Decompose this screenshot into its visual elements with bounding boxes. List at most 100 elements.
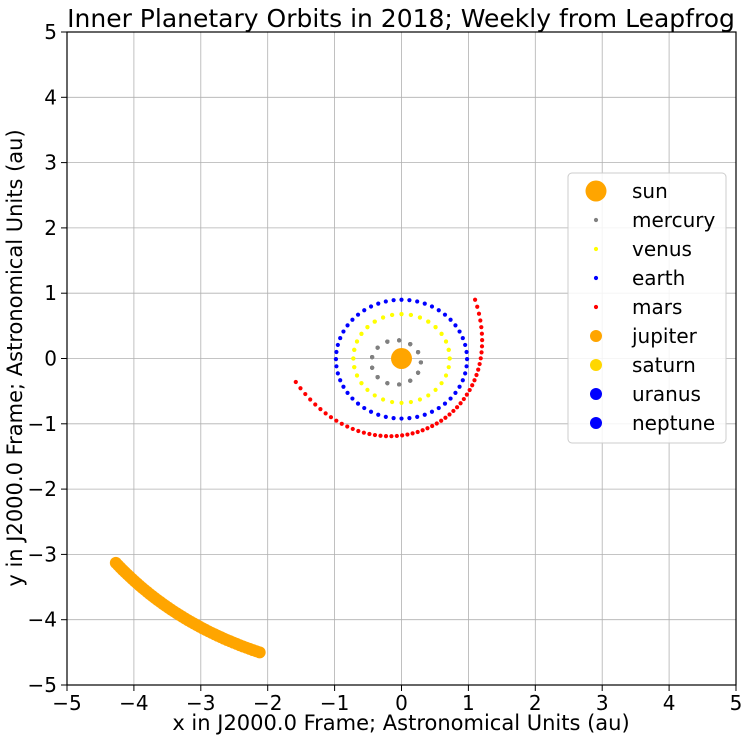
x-tick-label: 5 (730, 691, 743, 715)
mars-point (328, 415, 334, 420)
mars-point (356, 428, 361, 434)
mars-point (420, 428, 425, 433)
earth-point (442, 401, 448, 406)
venus-point (446, 365, 451, 370)
venus-point (417, 397, 423, 402)
mars-point (318, 407, 323, 412)
mars-point (383, 434, 389, 439)
mars-point (430, 423, 435, 429)
venus-point (352, 365, 357, 370)
x-tick-label: 4 (663, 691, 676, 715)
earth-point (457, 384, 462, 389)
mercury-point (408, 378, 413, 383)
venus-point (417, 315, 423, 320)
earth-point (464, 357, 470, 362)
legend-marker-saturn (590, 359, 602, 371)
legend-label-uranus: uranus (632, 382, 701, 406)
y-tick-label: 5 (44, 20, 57, 44)
venus-point (399, 311, 404, 317)
mars-point (461, 396, 466, 402)
venus-point (352, 347, 357, 352)
venus-point (439, 381, 444, 386)
mars-point (477, 361, 482, 367)
venus-point (354, 339, 360, 344)
earth-point (355, 312, 361, 317)
venus-point (359, 331, 364, 336)
venus-point (372, 393, 377, 398)
earth-point (341, 329, 346, 334)
y-axis-label: y in J2000.0 Frame; Astronomical Units (… (3, 129, 27, 586)
earth-point (457, 329, 462, 334)
x-tick-label: 3 (596, 691, 609, 715)
mercury-point (375, 345, 380, 350)
earth-point (415, 414, 420, 419)
venus-point (446, 347, 451, 352)
earth-point (391, 416, 396, 421)
earth-point (345, 390, 350, 396)
earth-point (463, 342, 468, 348)
earth-point (341, 384, 346, 389)
earth-point (383, 414, 388, 419)
venus-point (443, 339, 449, 344)
mercury-point (370, 355, 375, 360)
earth-point (368, 409, 374, 414)
x-tick-label: −3 (186, 691, 215, 715)
mars-point (479, 350, 484, 355)
mercury-point (415, 350, 421, 355)
legend-marker-sun (585, 180, 607, 202)
earth-point (391, 298, 396, 303)
mars-point (367, 431, 372, 437)
mars-point (308, 397, 313, 402)
mars-point (350, 426, 355, 432)
mars-point (334, 418, 339, 423)
earth-point (335, 342, 340, 348)
venus-point (408, 312, 413, 318)
earth-point (338, 378, 343, 383)
mars-point (410, 431, 415, 436)
mercury-point (375, 375, 380, 380)
venus-point (372, 319, 377, 324)
venus-point (354, 373, 360, 378)
legend-marker-earth (593, 275, 599, 281)
mars-point (389, 434, 394, 439)
venus-point (380, 397, 386, 402)
legend-label-saturn: saturn (632, 353, 696, 377)
earth-point (464, 349, 469, 355)
mars-point (470, 383, 475, 388)
data-points (109, 297, 485, 659)
earth-point (422, 301, 427, 306)
venus-point (359, 381, 364, 386)
legend-label-mars: mars (632, 295, 682, 319)
mars-point (394, 433, 399, 439)
legend-label-neptune: neptune (632, 411, 715, 435)
mars-point (439, 418, 444, 423)
venus-point (351, 356, 356, 361)
x-tick-label: −5 (52, 691, 81, 715)
mars-point (474, 372, 479, 378)
mars-point (298, 386, 303, 391)
mars-point (372, 432, 378, 438)
x-tick-label: 0 (395, 691, 408, 715)
earth-point (436, 405, 441, 411)
mars-point (339, 421, 344, 426)
y-tick-label: 3 (44, 151, 57, 175)
legend-label-jupiter: jupiter (631, 324, 698, 348)
mars-point (303, 391, 308, 397)
earth-point (460, 335, 465, 341)
mars-point (454, 405, 460, 410)
legend-marker-jupiter (590, 330, 602, 342)
earth-point (407, 298, 412, 303)
earth-point (333, 357, 339, 362)
mars-point (479, 331, 484, 336)
y-tick-label: 0 (44, 347, 57, 371)
mars-point (361, 430, 366, 435)
earth-point (436, 308, 441, 313)
mars-point (458, 401, 463, 406)
legend-marker-uranus (590, 388, 602, 400)
earth-point (429, 409, 435, 414)
venus-point (433, 387, 438, 392)
venus-point (426, 319, 431, 324)
mars-point (472, 297, 478, 302)
earth-point (399, 416, 404, 421)
earth-point (442, 312, 448, 317)
